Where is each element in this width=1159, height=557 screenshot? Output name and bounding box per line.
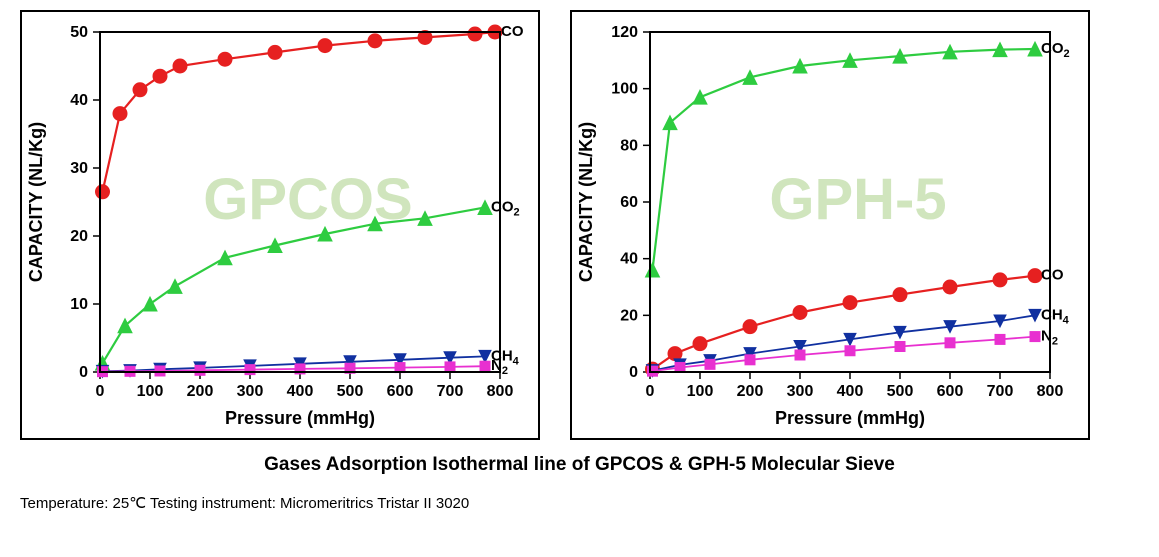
chart-gpcos: GPCOS01002003004005006007008000102030405… bbox=[20, 10, 540, 440]
chart-gph5: GPH-5 0 100 200 300 400 500 600 700 800 0 20 40 60 80 1… bbox=[570, 10, 1090, 440]
x-tick-label: 0 bbox=[96, 383, 105, 400]
y-tick-label: 20 bbox=[620, 307, 638, 324]
x-axis-label: Pressure (mmHg) bbox=[775, 408, 925, 428]
x-tick-label: 600 bbox=[387, 383, 414, 400]
watermark-text: GPH-5 bbox=[769, 167, 946, 232]
x-tick-label: 700 bbox=[987, 383, 1014, 400]
y-tick-label: 60 bbox=[620, 194, 638, 211]
x-tick-label: 100 bbox=[687, 383, 714, 400]
x-tick-label: 500 bbox=[887, 383, 914, 400]
series-line-CO2 bbox=[653, 49, 1036, 270]
y-tick-label: 40 bbox=[620, 251, 638, 268]
x-tick-label: 200 bbox=[737, 383, 764, 400]
figure-subnote: Temperature: 25℃ Testing instrument: Mic… bbox=[20, 494, 1139, 512]
series-label-CO2: CO2 bbox=[1041, 40, 1070, 60]
series-label-CO: CO bbox=[501, 23, 524, 40]
x-tick-label: 600 bbox=[937, 383, 964, 400]
y-tick-label: 20 bbox=[70, 228, 88, 245]
y-tick-label: 0 bbox=[79, 364, 88, 381]
x-axis-label: Pressure (mmHg) bbox=[225, 408, 375, 428]
series-label-CO2: CO2 bbox=[491, 198, 520, 218]
y-tick-label: 30 bbox=[70, 160, 88, 177]
x-tick-label: 700 bbox=[437, 383, 464, 400]
x-tick-label: 500 bbox=[337, 383, 364, 400]
x-tick-label: 100 bbox=[137, 383, 164, 400]
series-label-CH4: CH4 bbox=[1041, 306, 1070, 326]
x-tick-label: 300 bbox=[787, 383, 814, 400]
y-tick-label: 80 bbox=[620, 137, 638, 154]
charts-row: GPCOS01002003004005006007008000102030405… bbox=[20, 10, 1139, 440]
series-label-CO: CO bbox=[1041, 267, 1064, 284]
x-tick-label: 400 bbox=[837, 383, 864, 400]
y-axis-label: CAPACITY (NL/Kg) bbox=[576, 122, 596, 282]
y-tick-label: 120 bbox=[611, 24, 638, 41]
x-tick-label: 400 bbox=[287, 383, 314, 400]
x-tick-label: 0 bbox=[646, 383, 655, 400]
x-tick-label: 800 bbox=[1037, 383, 1064, 400]
y-tick-label: 100 bbox=[611, 81, 638, 98]
y-tick-label: 0 bbox=[629, 364, 638, 381]
y-tick-label: 10 bbox=[70, 296, 88, 313]
figure-caption: Gases Adsorption Isothermal line of GPCO… bbox=[20, 454, 1139, 476]
y-tick-label: 40 bbox=[70, 92, 88, 109]
x-tick-label: 300 bbox=[237, 383, 264, 400]
x-tick-label: 800 bbox=[487, 383, 514, 400]
y-axis-label: CAPACITY (NL/Kg) bbox=[26, 122, 46, 282]
y-tick-label: 50 bbox=[70, 24, 88, 41]
x-tick-label: 200 bbox=[187, 383, 214, 400]
